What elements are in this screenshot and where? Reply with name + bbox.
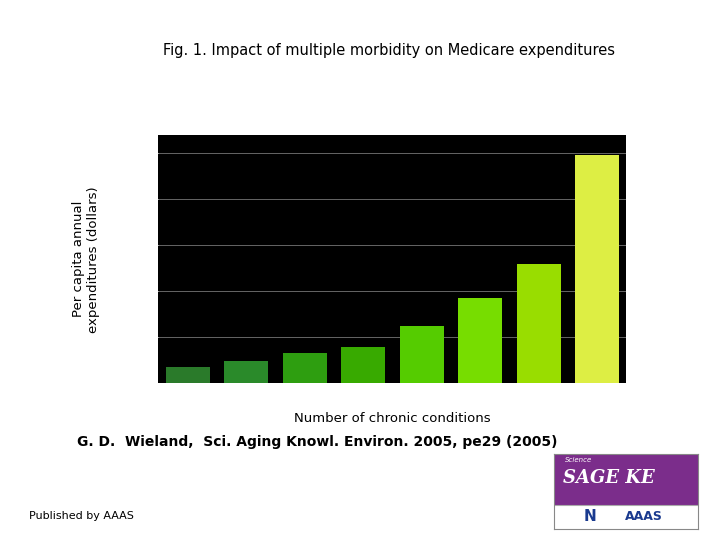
Bar <box>458 298 502 383</box>
Text: Science: Science <box>564 457 592 463</box>
Bar <box>517 264 561 383</box>
Bar <box>554 454 698 505</box>
Bar <box>166 367 210 383</box>
X-axis label: Number of chronic conditions: Number of chronic conditions <box>294 413 491 426</box>
Text: Published by AAAS: Published by AAAS <box>29 511 134 521</box>
Bar <box>283 353 327 383</box>
Text: G. D.  Wieland,  Sci. Aging Knowl. Environ. 2005, pe29 (2005): G. D. Wieland, Sci. Aging Knowl. Environ… <box>76 435 557 449</box>
Text: Fig. 1. Impact of multiple morbidity on Medicare expenditures: Fig. 1. Impact of multiple morbidity on … <box>163 43 615 58</box>
Bar <box>224 361 268 383</box>
Bar <box>575 155 619 383</box>
Y-axis label: Per capita annual
expenditures (dollars): Per capita annual expenditures (dollars) <box>72 186 100 333</box>
Bar <box>400 326 444 383</box>
Text: AAAS: AAAS <box>625 510 662 523</box>
Text: SAGE KE: SAGE KE <box>563 469 654 487</box>
Bar <box>341 347 385 383</box>
Text: Ν: Ν <box>584 509 597 524</box>
